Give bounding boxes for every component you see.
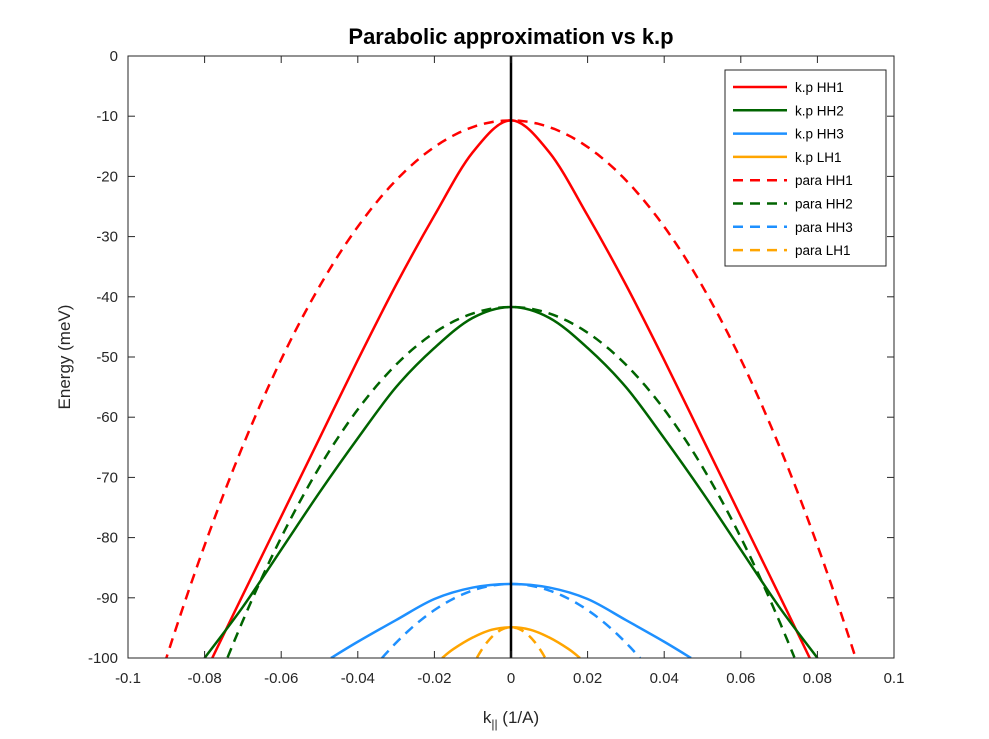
x-axis-label-unit: (1/A) [498, 708, 540, 727]
tick-layer: -0.1 -0.08 -0.06 -0.04 -0.02 0 0.02 0.04 0.06 0.0… [88, 48, 904, 687]
x-tick-label: -0.08 [187, 670, 221, 687]
legend-label: k.p HH1 [795, 80, 844, 95]
y-tick-label: -30 [96, 229, 118, 246]
y-tick-label: -70 [96, 469, 118, 486]
legend-box [724, 69, 887, 267]
legend-item: k.p HH2 [733, 103, 844, 118]
legend-label: k.p HH2 [795, 103, 844, 118]
x-axis-label-main: k [483, 708, 492, 727]
x-tick-label: 0.02 [573, 670, 602, 687]
legend-item: k.p LH1 [733, 150, 842, 165]
legend-label: k.p LH1 [795, 150, 842, 165]
x-tick-label: 0.1 [884, 670, 905, 687]
x-axis-label-subscript: || [491, 717, 497, 731]
y-tick-label: -20 [96, 168, 118, 185]
legend-item: para HH2 [733, 197, 853, 212]
y-tick-label: -80 [96, 530, 118, 547]
y-tick-label: -50 [96, 349, 118, 366]
legend-item: para HH3 [733, 220, 853, 235]
legend-label: k.p HH3 [795, 127, 844, 142]
legend-items: k.p HH1 k.p HH2 k.p HH3 k.p LH1 para HH1 para… [733, 80, 853, 258]
y-tick-label: -90 [96, 590, 118, 607]
y-axis-label: Energy (meV) [55, 305, 74, 410]
legend-item: para HH1 [733, 173, 853, 188]
series-line-para-lh1 [475, 626, 547, 658]
chart-title: Parabolic approximation vs k.p [348, 24, 673, 49]
y-tick-label: -10 [96, 108, 118, 125]
legend-label: para HH2 [795, 197, 853, 212]
legend-item: k.p HH3 [733, 127, 844, 142]
legend: k.p HH1 k.p HH2 k.p HH3 k.p LH1 para HH1 para… [724, 69, 887, 267]
x-tick-label: -0.06 [264, 670, 298, 687]
x-tick-label: 0.06 [726, 670, 755, 687]
y-tick-label: -40 [96, 289, 118, 306]
x-tick-label: -0.1 [115, 670, 141, 687]
y-tick-label: -60 [96, 409, 118, 426]
x-tick-label: 0.08 [803, 670, 832, 687]
y-tick-label: 0 [110, 48, 118, 65]
legend-label: para HH1 [795, 173, 853, 188]
x-tick-label: 0 [507, 670, 515, 687]
y-tick-label: -100 [88, 650, 118, 667]
legend-label: para LH1 [795, 243, 851, 258]
x-axis-label: k|| (1/A) [483, 708, 539, 731]
x-tick-label: 0.04 [650, 670, 679, 687]
x-tick-label: -0.02 [417, 670, 451, 687]
legend-item: k.p HH1 [733, 80, 844, 95]
legend-item: para LH1 [733, 243, 851, 258]
legend-label: para HH3 [795, 220, 853, 235]
series-line-para-hh1 [165, 119, 857, 658]
x-tick-label: -0.04 [341, 670, 375, 687]
